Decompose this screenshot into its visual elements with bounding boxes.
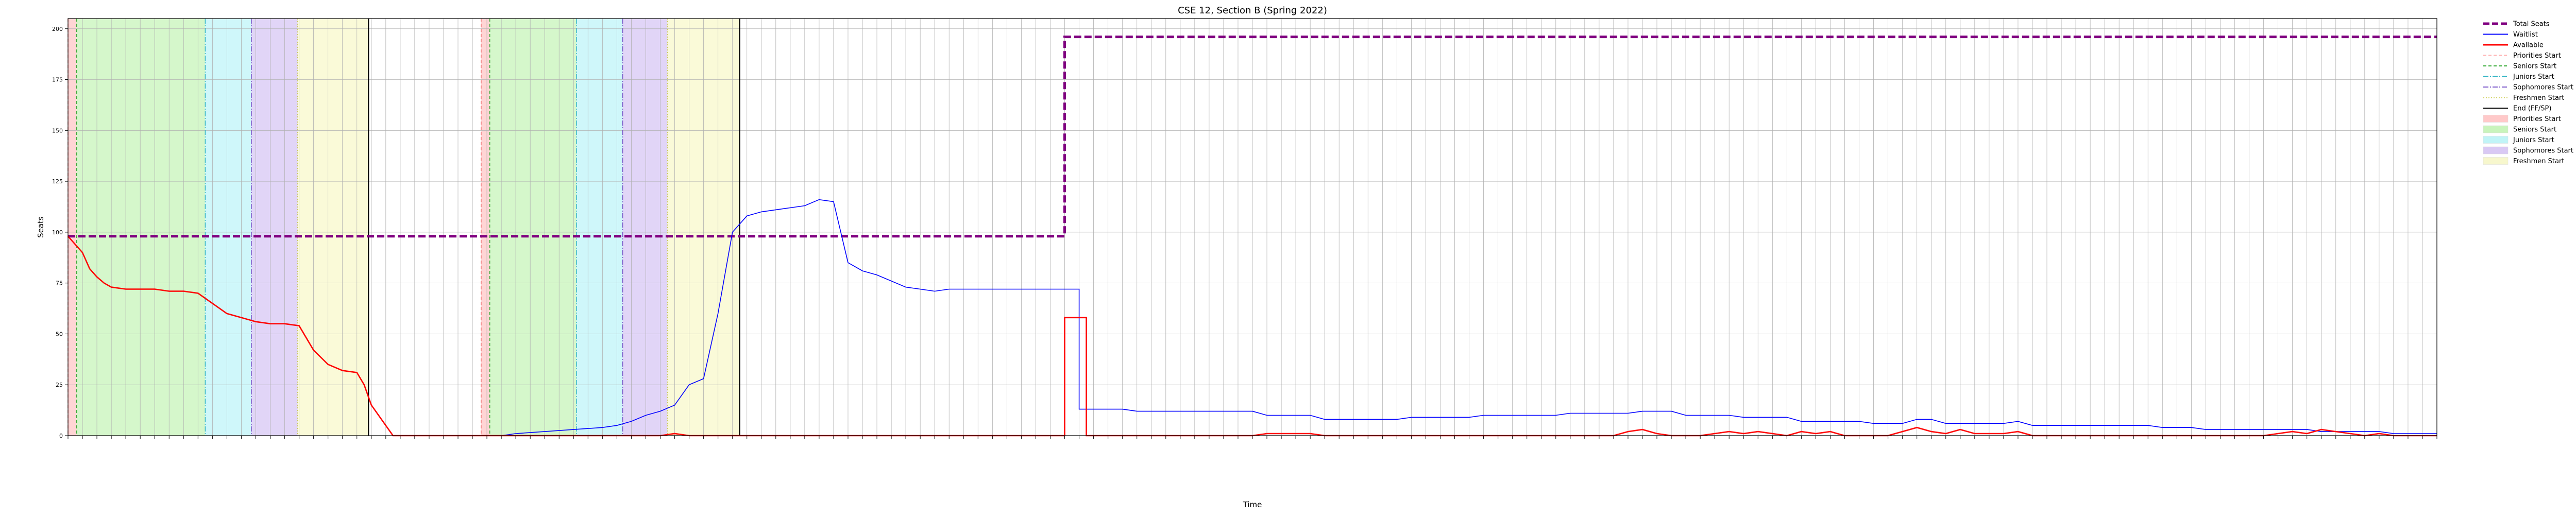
y-axis-ticks: 0 25 50 75 100 125 150 175 200	[52, 26, 68, 439]
legend-label: Seniors Start	[2513, 63, 2556, 71]
phase-band	[76, 19, 206, 436]
phase-band	[251, 19, 298, 436]
y-tick-label: 100	[52, 229, 63, 236]
legend-swatch-patch	[2483, 136, 2509, 144]
legend-label: Total Seats	[2513, 21, 2550, 28]
y-axis-title: Seats	[36, 216, 45, 238]
legend-label: Freshmen Start	[2513, 94, 2564, 102]
phase-band	[205, 19, 252, 436]
waitlist-series-line	[501, 199, 2437, 436]
phase-band	[622, 19, 668, 436]
x-axis-title: Time	[1243, 500, 1262, 509]
y-tick-label: 0	[59, 433, 63, 439]
legend-label: End (FF/SP)	[2513, 105, 2551, 113]
total-seats-series-line	[68, 36, 2437, 238]
legend-label: Seniors Start	[2513, 126, 2556, 134]
grid-lines	[67, 19, 2437, 436]
legend-label: Juniors Start	[2513, 73, 2554, 81]
phase-lines	[67, 19, 740, 436]
legend-swatch-patch	[2483, 125, 2509, 133]
y-tick-label: 75	[56, 280, 63, 287]
series-lines	[67, 36, 2437, 437]
phase-band	[481, 19, 490, 436]
phase-band	[489, 19, 577, 436]
legend-label: Priorities Start	[2513, 52, 2561, 60]
chart-title: CSE 12, Section B (Spring 2022)	[1178, 5, 1327, 16]
legend: Total Seats Waitlist Available Priorities S…	[2483, 21, 2573, 165]
legend-label: Freshmen Start	[2513, 158, 2564, 165]
y-tick-label: 50	[56, 331, 63, 337]
legend-swatch-patch	[2483, 146, 2509, 154]
y-tick-label: 125	[52, 178, 63, 185]
y-tick-label: 200	[52, 26, 63, 32]
legend-label: Available	[2513, 42, 2544, 49]
phase-bands	[68, 19, 740, 436]
legend-label: Sophomores Start	[2513, 84, 2573, 92]
available-series-line	[67, 235, 2437, 437]
legend-swatch-patch	[2483, 115, 2509, 123]
legend-label: Juniors Start	[2513, 136, 2554, 144]
y-tick-label: 150	[52, 127, 63, 134]
y-tick-label: 175	[52, 77, 63, 83]
legend-label: Priorities Start	[2513, 115, 2561, 123]
y-tick-label: 25	[56, 382, 63, 388]
legend-label: Sophomores Start	[2513, 147, 2573, 155]
legend-swatch-patch	[2483, 157, 2509, 165]
phase-band	[68, 19, 77, 436]
phase-band	[576, 19, 623, 436]
x-axis-ticks	[67, 436, 2437, 439]
legend-label: Waitlist	[2513, 31, 2538, 39]
